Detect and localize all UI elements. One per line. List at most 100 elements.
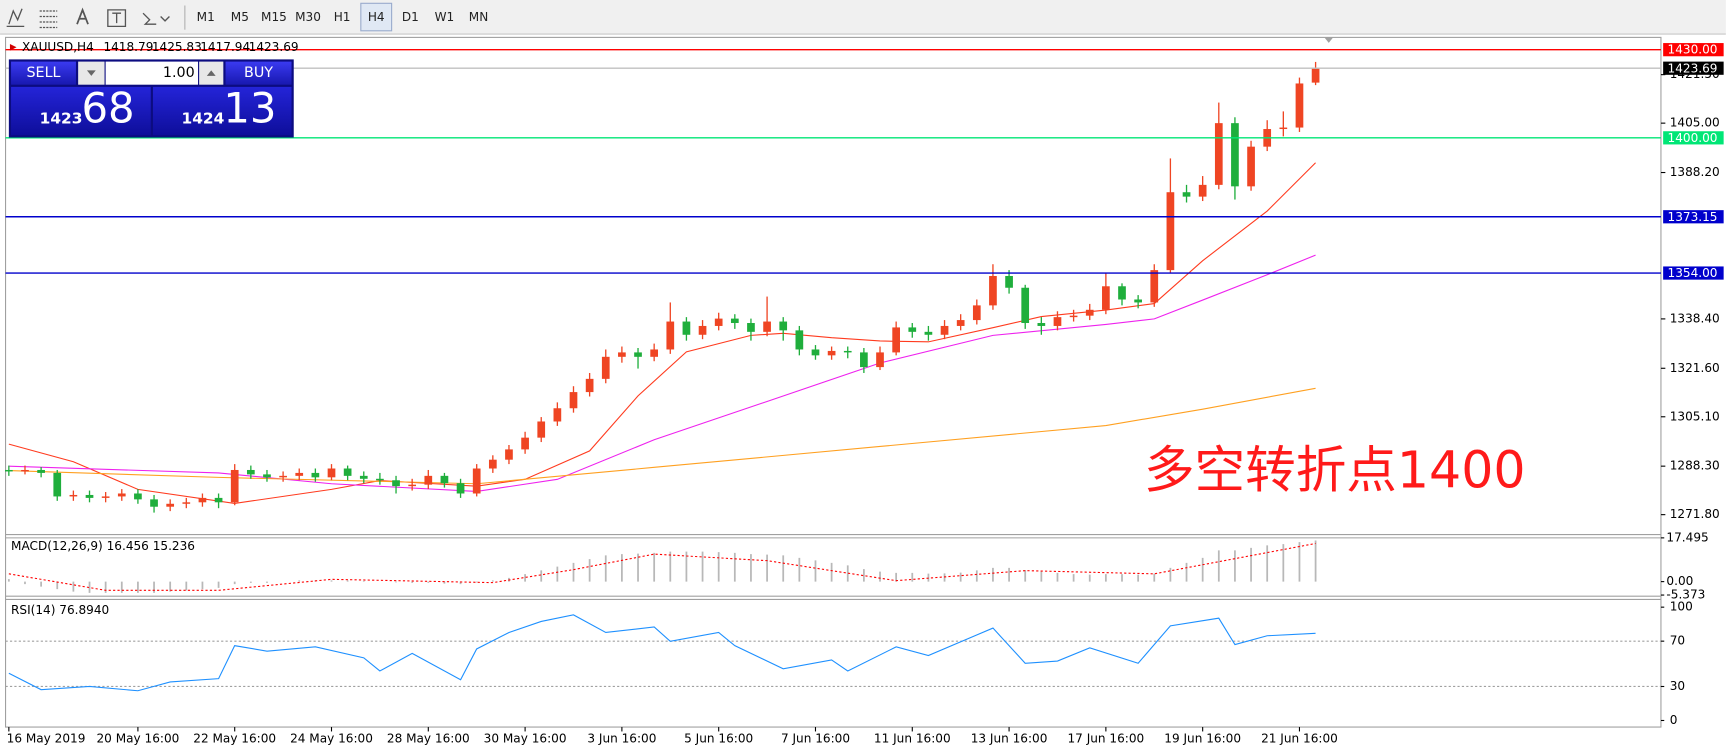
candle-body	[150, 499, 158, 507]
timeframe-button[interactable]: W1	[435, 10, 455, 24]
buy-label: BUY	[244, 65, 273, 81]
macd-bar	[588, 559, 591, 582]
macd-bar	[169, 581, 172, 592]
macd-bar	[653, 552, 656, 582]
candle-body	[505, 449, 513, 460]
candle-body	[585, 378, 594, 393]
macd-bar	[217, 581, 220, 588]
candle-body	[521, 437, 529, 450]
timeframe-button[interactable]: M1	[197, 10, 215, 24]
candle-body	[472, 468, 481, 494]
candle-body	[1069, 315, 1078, 318]
macd-bar	[879, 571, 881, 582]
macd-bar	[572, 562, 575, 582]
candle-body	[1134, 299, 1142, 303]
macd-bar	[540, 570, 543, 582]
price-level-box	[1663, 266, 1724, 280]
lot-input[interactable]	[105, 61, 199, 85]
annotation: 多空转折点1400	[1144, 440, 1526, 499]
timeframe-button[interactable]: M5	[231, 10, 249, 24]
rsi-tick-label: 70	[1670, 634, 1685, 648]
plot	[5, 48, 1661, 692]
macd-bar	[7, 579, 10, 582]
candle-body	[376, 478, 384, 481]
candle-body	[37, 469, 45, 473]
macd-bar	[137, 581, 139, 593]
candle-body	[1005, 275, 1013, 288]
icon-lines[interactable]	[6, 8, 25, 28]
timeframe-button[interactable]: MN	[469, 10, 488, 24]
macd-bar	[1072, 574, 1075, 582]
toolbar	[0, 0, 1726, 35]
candle-body	[456, 483, 465, 494]
candle-body	[182, 502, 191, 504]
timeframe-button[interactable]: D1	[402, 10, 419, 24]
x-tick-label: 20 May 16:00	[96, 732, 179, 746]
macd-bar	[1298, 542, 1301, 582]
candle-body	[1150, 270, 1159, 303]
candle-body	[537, 421, 546, 438]
timeframe-button[interactable]: M30	[295, 10, 321, 24]
macd-bar	[72, 581, 75, 592]
macd-bar	[346, 580, 349, 582]
macd-bar	[782, 555, 785, 582]
x-tick-label: 13 Jun 16:00	[971, 732, 1048, 746]
macd-bar	[1201, 557, 1204, 582]
ohlc-close: 1423.69	[249, 40, 299, 54]
lot-value: 1.00	[163, 65, 195, 81]
timeframe-button[interactable]: M15	[261, 10, 287, 24]
timeframe-button[interactable]: H1	[334, 10, 351, 24]
symbol-icon	[9, 43, 17, 51]
macd-bar	[943, 573, 946, 582]
icon-grid[interactable]	[39, 10, 58, 29]
candle-body	[682, 321, 691, 335]
icon-text[interactable]	[76, 7, 89, 25]
macd-bar	[40, 581, 42, 587]
candle-body	[1279, 127, 1288, 130]
macd-bar	[766, 554, 768, 582]
macd-bar	[24, 581, 26, 585]
macd-bar	[411, 581, 414, 583]
macd-tick-label: -5.373	[1666, 588, 1705, 602]
macd-bar	[56, 581, 59, 590]
macd-bar	[1008, 567, 1010, 582]
candle-body	[295, 472, 304, 476]
candle-body	[117, 493, 126, 497]
candle-body	[101, 496, 110, 498]
candle-body	[343, 468, 352, 476]
sell-button[interactable]	[11, 61, 76, 85]
candle-body	[698, 325, 707, 335]
candle-body	[553, 408, 562, 422]
timeframe-button[interactable]: H4	[368, 10, 385, 24]
x-tick-label: 7 Jun 16:00	[781, 732, 850, 746]
bid-pips: 68	[81, 84, 134, 133]
candle-body	[359, 475, 368, 479]
candle-body	[5, 469, 13, 472]
y-tick-label: 1288.30	[1670, 459, 1720, 473]
candle-body	[53, 472, 62, 497]
macd-bar	[249, 581, 252, 583]
icon-label[interactable]	[107, 9, 127, 28]
candle-body	[843, 350, 852, 353]
x-tick-label: 21 Jun 16:00	[1261, 732, 1338, 746]
moving-average	[8, 387, 1316, 485]
candle-body	[892, 327, 900, 353]
ask-box[interactable]	[152, 86, 292, 136]
x-tick-label: 28 May 16:00	[387, 732, 470, 746]
buy-button[interactable]	[225, 61, 292, 85]
y-tick-label: 1305.10	[1670, 409, 1720, 423]
candle-body	[1118, 286, 1126, 300]
icon-arrows[interactable]	[142, 12, 170, 25]
ohlc-open: 1418.79	[103, 40, 153, 54]
candle-body	[279, 475, 287, 478]
macd-tick-label: 17.495	[1666, 530, 1708, 544]
timeframe-selected	[360, 2, 393, 32]
macd-bar	[1234, 550, 1236, 582]
candle-body	[1085, 309, 1094, 316]
bid-box[interactable]	[11, 86, 151, 136]
candle-body	[1198, 184, 1207, 197]
candle-body	[311, 472, 320, 478]
candle-body	[908, 327, 917, 332]
